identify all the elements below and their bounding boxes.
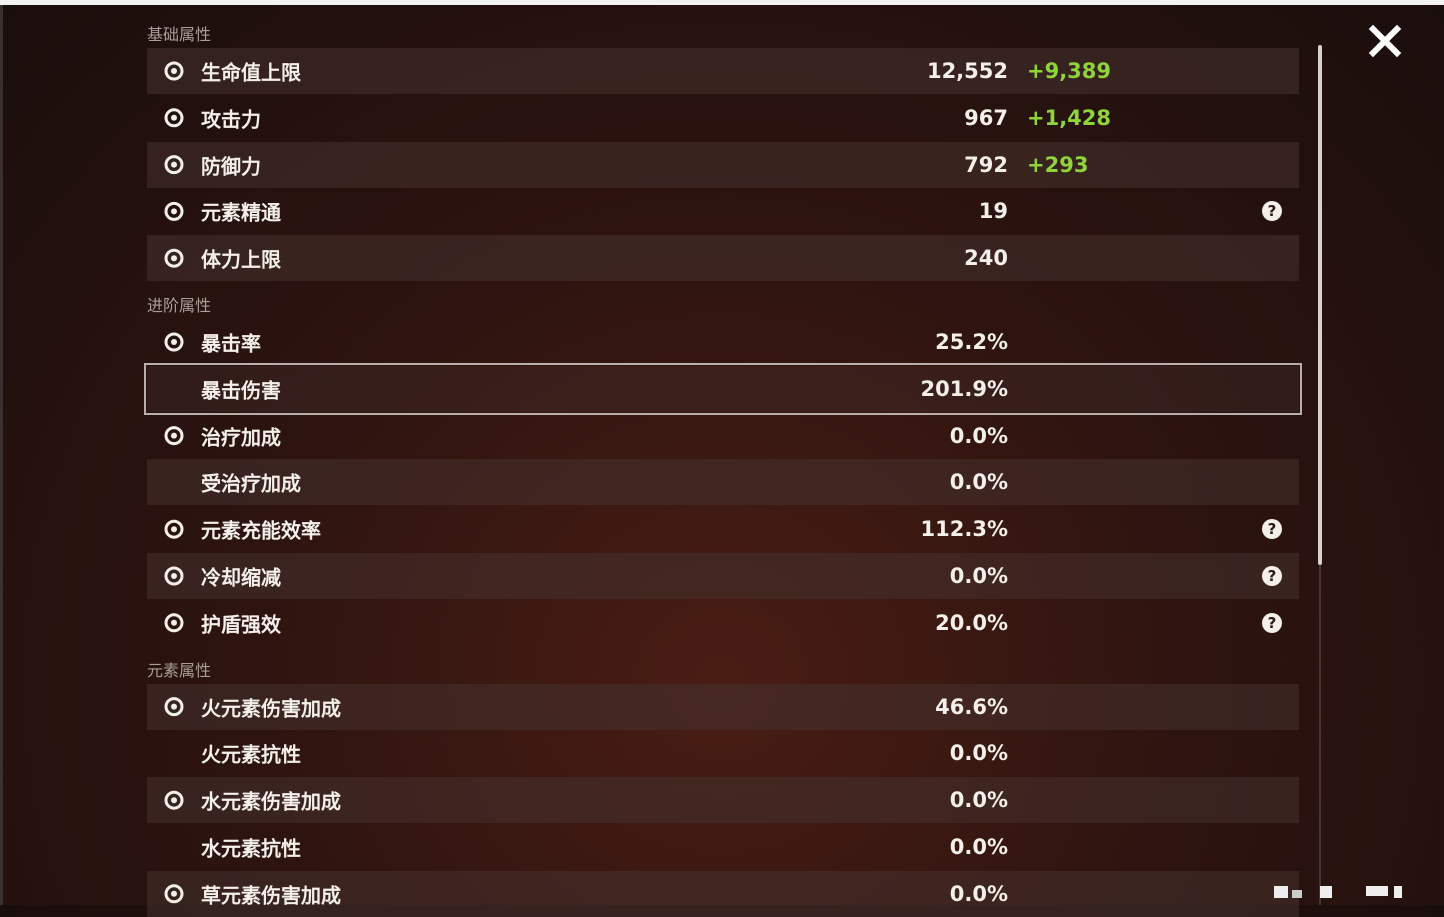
window-edge <box>0 5 3 905</box>
stat-value: 0.0% <box>949 470 1008 495</box>
stat-icon <box>164 884 184 904</box>
stat-icon <box>164 566 184 586</box>
stat-name: 生命值上限 <box>201 60 301 85</box>
stat-bonus: +9,389 <box>1027 59 1112 83</box>
stat-value: 112.3% <box>920 517 1008 542</box>
stat-row[interactable]: 冷却缩减 0.0%? <box>147 553 1299 599</box>
stat-name: 元素精通 <box>201 200 281 225</box>
stat-value: 792 <box>964 152 1008 177</box>
stat-row[interactable]: 水元素伤害加成 0.0% <box>147 777 1299 824</box>
stat-icon <box>164 790 184 810</box>
stat-icon <box>164 248 184 268</box>
stat-row[interactable]: 火元素伤害加成 46.6% <box>147 683 1299 730</box>
stat-value: 19 <box>978 199 1008 224</box>
stat-icon <box>164 613 184 633</box>
stat-name: 火元素抗性 <box>201 742 301 767</box>
stat-icon <box>164 108 184 128</box>
stat-value: 0.0% <box>949 564 1008 588</box>
stat-bonus: +293 <box>1027 152 1089 177</box>
stat-row[interactable]: 元素充能效率 112.3%? <box>147 506 1299 552</box>
stat-row[interactable]: 攻击力 967 +1,428 <box>147 95 1299 141</box>
stat-name: 体力上限 <box>201 247 281 272</box>
stat-row[interactable]: 受治疗加成 0.0% <box>147 459 1299 506</box>
stat-name: 暴击率 <box>201 331 261 356</box>
stat-name: 受治疗加成 <box>201 471 301 496</box>
stat-row[interactable]: 治疗加成 0.0% <box>147 413 1299 459</box>
stat-value: 25.2% <box>935 330 1008 354</box>
window-top <box>0 0 1444 5</box>
help-icon[interactable]: ? <box>1262 519 1282 540</box>
section-title: 基础属性 <box>147 25 212 44</box>
stat-value: 0.0% <box>949 741 1008 766</box>
stat-value: 0.0% <box>949 835 1008 859</box>
stat-value: 46.6% <box>935 694 1008 719</box>
stat-value: 967 <box>964 105 1008 130</box>
help-icon[interactable]: ? <box>1262 201 1282 222</box>
stat-value: 12,552 <box>926 59 1008 83</box>
stat-name: 攻击力 <box>201 107 261 132</box>
stat-name: 冷却缩减 <box>201 565 281 590</box>
help-icon[interactable]: ? <box>1262 566 1282 586</box>
stat-icon <box>164 426 184 446</box>
stat-value: 20.0% <box>935 610 1008 635</box>
stat-name: 草元素伤害加成 <box>201 883 341 908</box>
scroll-thumb[interactable] <box>1318 45 1322 565</box>
help-icon[interactable]: ? <box>1262 612 1282 633</box>
stat-icon <box>164 155 184 175</box>
stat-name: 治疗加成 <box>201 425 281 450</box>
stat-row[interactable]: 防御力 792 +293 <box>147 141 1299 188</box>
stat-name: 元素充能效率 <box>201 518 321 543</box>
stat-value: 0.0% <box>949 423 1008 448</box>
stat-value: 201.9% <box>920 376 1008 401</box>
stat-value: 0.0% <box>949 788 1008 813</box>
stat-row[interactable]: 元素精通 19? <box>147 188 1299 234</box>
stat-icon <box>164 332 184 352</box>
stat-row[interactable]: 生命值上限 12,552 +9,389 <box>147 48 1299 94</box>
section-title: 进阶属性 <box>147 296 212 315</box>
stat-value: 240 <box>964 246 1008 271</box>
stat-name: 防御力 <box>201 154 261 179</box>
stat-row[interactable]: 暴击伤害 201.9% <box>144 362 1302 415</box>
stat-row[interactable]: 暴击率 25.2% <box>147 319 1299 365</box>
stat-row[interactable]: 体力上限 240 <box>147 235 1299 282</box>
stat-icon <box>164 519 184 539</box>
corner-marks <box>1274 886 1402 898</box>
stat-row[interactable]: 水元素抗性 0.0% <box>147 824 1299 870</box>
close-button[interactable] <box>1368 24 1402 58</box>
stat-bonus: +1,428 <box>1027 105 1112 130</box>
stat-name: 暴击伤害 <box>201 378 281 403</box>
stat-icon <box>164 61 184 81</box>
stat-name: 火元素伤害加成 <box>201 696 341 721</box>
stat-name: 水元素抗性 <box>201 836 301 861</box>
stat-name: 水元素伤害加成 <box>201 789 341 814</box>
stat-icon <box>164 697 184 717</box>
stat-value: 0.0% <box>949 881 1008 906</box>
stat-name: 护盾强效 <box>201 612 281 637</box>
stat-row[interactable]: 护盾强效 20.0%? <box>147 600 1299 646</box>
section-title: 元素属性 <box>147 660 212 680</box>
stat-row[interactable]: 火元素抗性 0.0% <box>147 730 1299 776</box>
stat-icon <box>164 201 184 221</box>
